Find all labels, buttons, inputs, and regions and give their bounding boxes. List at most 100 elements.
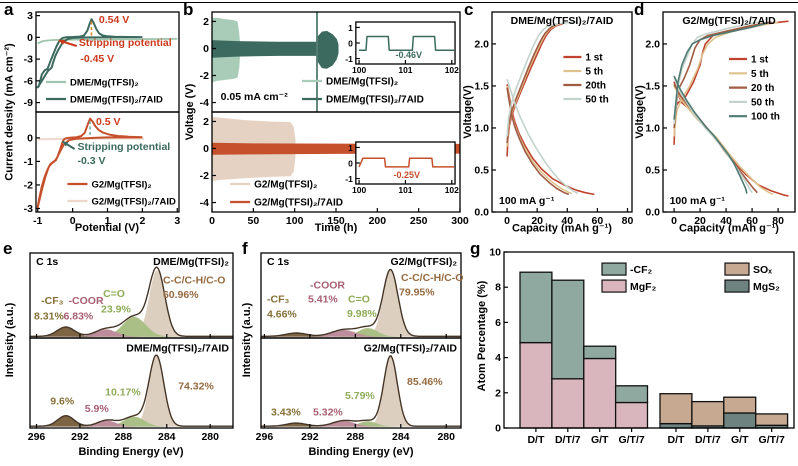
- svg-text:-CF₃: -CF₃: [41, 295, 63, 307]
- svg-text:D/T: D/T: [668, 434, 686, 446]
- svg-text:Stripping potential: Stripping potential: [77, 141, 170, 153]
- svg-text:-0.45 V: -0.45 V: [80, 53, 114, 65]
- svg-text:100 th: 100 th: [751, 112, 780, 123]
- svg-text:280: 280: [437, 431, 455, 443]
- svg-text:0: 0: [203, 143, 209, 155]
- svg-text:-2: -2: [200, 170, 209, 182]
- svg-text:1: 1: [105, 215, 111, 227]
- svg-text:5.9%: 5.9%: [85, 403, 110, 415]
- svg-text:G/T: G/T: [731, 434, 749, 446]
- svg-text:1 st: 1 st: [751, 55, 769, 66]
- svg-text:1: 1: [348, 143, 353, 153]
- svg-text:292: 292: [301, 431, 319, 443]
- svg-text:20 th: 20 th: [751, 83, 774, 94]
- svg-text:G/T/7: G/T/7: [759, 434, 785, 446]
- svg-text:C=O: C=O: [103, 288, 125, 300]
- panel-b-letter: b: [183, 0, 194, 19]
- svg-text:292: 292: [71, 431, 89, 443]
- svg-text:-1: -1: [33, 215, 42, 227]
- svg-text:20th: 20th: [585, 81, 606, 92]
- panel-f-ylabel: Intensity (a.u.): [241, 302, 253, 378]
- svg-text:101: 101: [398, 185, 412, 195]
- svg-text:C-C/C-H/C-O: C-C/C-H/C-O: [163, 275, 225, 287]
- svg-text:0: 0: [495, 423, 501, 435]
- svg-text:2: 2: [495, 387, 501, 399]
- svg-text:1: 1: [348, 23, 353, 33]
- panel-e-letter: e: [3, 239, 13, 258]
- svg-text:79.95%: 79.95%: [399, 287, 435, 299]
- panel-a-letter: a: [4, 0, 14, 19]
- svg-text:0: 0: [203, 43, 209, 55]
- svg-text:3: 3: [174, 215, 180, 227]
- panel-a-xlabel: Potential (V): [74, 222, 140, 234]
- svg-text:284: 284: [392, 431, 410, 443]
- svg-text:288: 288: [347, 431, 365, 443]
- panel-e-ylabel: Intensity (a.u.): [4, 302, 16, 378]
- panel-d-ylabel: Voltage(V): [634, 85, 646, 139]
- svg-text:4.66%: 4.66%: [267, 309, 297, 321]
- svg-text:284: 284: [158, 431, 176, 443]
- svg-text:0.5: 0.5: [645, 164, 660, 176]
- svg-text:40: 40: [561, 215, 573, 227]
- svg-text:SOₓ: SOₓ: [753, 264, 772, 276]
- svg-text:DME/Mg(TFSI)₂/7AID: DME/Mg(TFSI)₂/7AID: [126, 343, 229, 355]
- svg-text:-1: -1: [24, 156, 33, 168]
- svg-text:-COOR: -COOR: [69, 295, 104, 307]
- svg-text:C 1s: C 1s: [36, 256, 58, 268]
- svg-text:DME/Mg(TFSI)₂: DME/Mg(TFSI)₂: [153, 256, 229, 268]
- panel-c-xlabel: Capacity (mAh g⁻¹): [512, 222, 612, 235]
- svg-text:5 th: 5 th: [585, 67, 603, 78]
- svg-text:1.5: 1.5: [474, 80, 489, 92]
- svg-text:1.5: 1.5: [645, 80, 660, 92]
- svg-text:G2/Mg(TFSI)₂: G2/Mg(TFSI)₂: [254, 180, 317, 191]
- panel-a-ylabel: Current density (mA cm⁻²): [3, 43, 16, 181]
- svg-text:DME/Mg(TFSI)₂/7AID: DME/Mg(TFSI)₂/7AID: [511, 15, 614, 27]
- panel-g-letter: g: [470, 239, 481, 258]
- svg-text:288: 288: [115, 431, 133, 443]
- svg-text:102: 102: [445, 65, 459, 75]
- svg-text:6: 6: [495, 317, 501, 329]
- svg-text:DME/Mg(TFSI)₂: DME/Mg(TFSI)₂: [70, 78, 139, 89]
- svg-text:G/T/7: G/T/7: [618, 434, 644, 446]
- svg-text:0: 0: [27, 132, 33, 144]
- svg-text:C 1s: C 1s: [267, 256, 289, 268]
- svg-text:8.31%: 8.31%: [34, 310, 64, 322]
- svg-text:-3: -3: [24, 54, 33, 66]
- panel-f-xlabel: Binding Energy (eV): [308, 446, 414, 458]
- svg-text:-CF₂: -CF₂: [630, 264, 652, 276]
- svg-text:23.9%: 23.9%: [101, 304, 131, 316]
- svg-text:250: 250: [410, 215, 428, 227]
- panel-f-letter: f: [242, 239, 248, 258]
- svg-text:1 st: 1 st: [585, 53, 603, 64]
- svg-text:2.0: 2.0: [474, 38, 489, 50]
- svg-text:40: 40: [720, 215, 732, 227]
- svg-text:D/T/7: D/T/7: [555, 434, 581, 446]
- svg-text:300: 300: [451, 215, 469, 227]
- svg-text:0.05 mA cm⁻²: 0.05 mA cm⁻²: [221, 91, 289, 103]
- svg-text:MgS₂: MgS₂: [753, 281, 780, 293]
- svg-text:-1: -1: [345, 54, 353, 64]
- panel-d-xlabel: Capacity (mAh g⁻¹): [679, 222, 779, 235]
- svg-text:-0.3 V: -0.3 V: [77, 155, 105, 167]
- svg-text:100: 100: [286, 215, 304, 227]
- svg-text:0: 0: [671, 215, 677, 227]
- svg-text:60: 60: [746, 215, 758, 227]
- svg-text:9.98%: 9.98%: [347, 308, 377, 320]
- svg-text:G2/Mg(TFSI)₂: G2/Mg(TFSI)₂: [91, 180, 151, 191]
- svg-text:5.79%: 5.79%: [345, 390, 375, 402]
- svg-text:9.6%: 9.6%: [50, 396, 75, 408]
- svg-text:G/T: G/T: [591, 434, 609, 446]
- svg-text:G2/Mg(TFSI)₂/7AID: G2/Mg(TFSI)₂/7AID: [682, 15, 776, 27]
- svg-text:0.0: 0.0: [474, 207, 489, 219]
- svg-text:102: 102: [445, 185, 459, 195]
- svg-text:-3: -3: [24, 203, 33, 215]
- svg-text:5 th: 5 th: [751, 69, 769, 80]
- svg-text:0: 0: [348, 39, 353, 49]
- svg-text:50 th: 50 th: [585, 95, 608, 106]
- panel-c-ylabel: Voltage(V): [462, 85, 474, 139]
- svg-text:4: 4: [495, 352, 501, 364]
- svg-text:G2/Mg(TFSI)₂: G2/Mg(TFSI)₂: [391, 256, 458, 268]
- panel-g-ylabel: Atom Percentage (%): [476, 280, 488, 392]
- svg-text:1.0: 1.0: [474, 122, 489, 134]
